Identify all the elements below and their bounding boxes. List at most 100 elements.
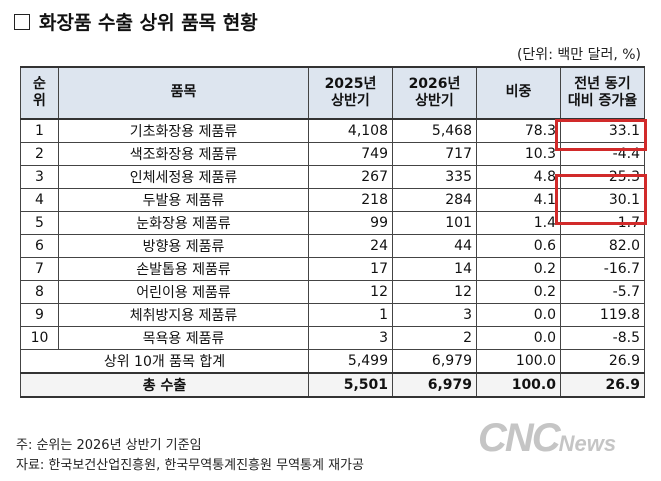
growth-cell: 119.8 (560, 303, 645, 327)
subtotal-label: 상위 10개 품목 합계 (20, 349, 309, 374)
share-cell: 0.2 (476, 280, 561, 304)
rank-cell: 2 (20, 142, 59, 166)
total-row: 총 수출 5,501 6,979 100.0 26.9 (20, 372, 645, 398)
growth-cell: 30.1 (560, 188, 645, 212)
watermark-logo: CNCNews (478, 416, 616, 461)
value-2026-cell: 335 (392, 165, 477, 189)
value-2026-cell: 101 (392, 211, 477, 235)
growth-cell: 33.1 (560, 118, 645, 143)
item-cell: 색조화장용 제품류 (58, 142, 309, 166)
rank-cell: 1 (20, 118, 59, 143)
table-row: 6 방향용 제품류 24 44 0.6 82.0 (20, 234, 645, 258)
header-2025-text: 2025년 상반기 (324, 75, 377, 110)
total-share: 100.0 (476, 372, 561, 398)
header-2025: 2025년 상반기 (308, 66, 393, 120)
table-row: 3 인체세정용 제품류 267 335 4.8 25.3 (20, 165, 645, 189)
rank-cell: 3 (20, 165, 59, 189)
item-cell: 손발톱용 제품류 (58, 257, 309, 281)
rank-cell: 7 (20, 257, 59, 281)
value-2026-cell: 44 (392, 234, 477, 258)
footnotes: 주: 순위는 2026년 상반기 기준임 자료: 한국보건산업진흥원, 한국무역… (16, 436, 364, 476)
growth-cell: -8.5 (560, 326, 645, 350)
table-row: 9 체취방지용 제품류 1 3 0.0 119.8 (20, 303, 645, 327)
value-2025-cell: 749 (308, 142, 393, 166)
value-2025-cell: 1 (308, 303, 393, 327)
rank-cell: 5 (20, 211, 59, 235)
highlight-box-row1 (555, 119, 647, 151)
page-title: 화장품 수출 상위 품목 현황 (14, 8, 258, 35)
header-rank: 순 위 (20, 66, 59, 120)
table-row: 7 손발톱용 제품류 17 14 0.2 -16.7 (20, 257, 645, 281)
checkbox-square-icon (14, 13, 30, 30)
header-row: 순 위 품목 2025년 상반기 2026년 상반기 비중 전년 동기 대비 증… (20, 66, 645, 120)
value-2026-cell: 5,468 (392, 118, 477, 143)
rank-cell: 10 (20, 326, 59, 350)
item-cell: 체취방지용 제품류 (58, 303, 309, 327)
growth-cell: 82.0 (560, 234, 645, 258)
rank-cell: 8 (20, 280, 59, 304)
total-growth: 26.9 (560, 372, 645, 398)
growth-cell: -5.7 (560, 280, 645, 304)
header-2026: 2026년 상반기 (392, 66, 477, 120)
table-row: 5 눈화장용 제품류 99 101 1.4 1.7 (20, 211, 645, 235)
table-row: 10 목욕용 제품류 3 2 0.0 -8.5 (20, 326, 645, 350)
header-item: 품목 (58, 66, 309, 120)
value-2025-cell: 218 (308, 188, 393, 212)
value-2025-cell: 3 (308, 326, 393, 350)
subtotal-row: 상위 10개 품목 합계 5,499 6,979 100.0 26.9 (20, 349, 645, 374)
value-2025-cell: 12 (308, 280, 393, 304)
value-2025-cell: 267 (308, 165, 393, 189)
watermark-small: News (558, 431, 617, 456)
item-cell: 방향용 제품류 (58, 234, 309, 258)
share-cell: 0.0 (476, 326, 561, 350)
rank-cell: 9 (20, 303, 59, 327)
subtotal-share: 100.0 (476, 349, 561, 374)
value-2026-cell: 2 (392, 326, 477, 350)
item-cell: 눈화장용 제품류 (58, 211, 309, 235)
header-rank-text: 순 위 (33, 75, 46, 110)
header-share-text: 비중 (505, 84, 532, 101)
value-2025-cell: 4,108 (308, 118, 393, 143)
share-cell: 10.3 (476, 142, 561, 166)
header-2026-text: 2026년 상반기 (408, 75, 461, 110)
table-row: 1 기초화장용 제품류 4,108 5,468 78.3 33.1 (20, 118, 645, 143)
item-cell: 어린이용 제품류 (58, 280, 309, 304)
export-table: 순 위 품목 2025년 상반기 2026년 상반기 비중 전년 동기 대비 증… (20, 66, 645, 398)
share-cell: 1.4 (476, 211, 561, 235)
share-cell: 0.0 (476, 303, 561, 327)
item-cell: 인체세정용 제품류 (58, 165, 309, 189)
unit-label: (단위: 백만 달러, %) (516, 47, 641, 63)
header-growth-text: 전년 동기 대비 증가율 (567, 75, 638, 110)
share-cell: 4.8 (476, 165, 561, 189)
total-label: 총 수출 (20, 372, 309, 398)
rank-cell: 4 (20, 188, 59, 212)
value-2025-cell: 99 (308, 211, 393, 235)
total-2026: 6,979 (392, 372, 477, 398)
highlight-box-row3-4 (555, 174, 647, 225)
value-2026-cell: 3 (392, 303, 477, 327)
header-item-text: 품목 (170, 84, 197, 101)
share-cell: 0.6 (476, 234, 561, 258)
share-cell: 78.3 (476, 118, 561, 143)
value-2025-cell: 24 (308, 234, 393, 258)
watermark-big: CNC (478, 416, 561, 460)
share-cell: 4.1 (476, 188, 561, 212)
item-cell: 목욕용 제품류 (58, 326, 309, 350)
item-cell: 기초화장용 제품류 (58, 118, 309, 143)
header-growth: 전년 동기 대비 증가율 (560, 66, 645, 120)
subtotal-2025: 5,499 (308, 349, 393, 374)
subtotal-growth: 26.9 (560, 349, 645, 374)
note-text: 주: 순위는 2026년 상반기 기준임 (16, 438, 202, 453)
item-cell: 두발용 제품류 (58, 188, 309, 212)
table-row: 4 두발용 제품류 218 284 4.1 30.1 (20, 188, 645, 212)
title-text: 화장품 수출 상위 품목 현황 (39, 12, 258, 34)
total-2025: 5,501 (308, 372, 393, 398)
table-row: 8 어린이용 제품류 12 12 0.2 -5.7 (20, 280, 645, 304)
value-2025-cell: 17 (308, 257, 393, 281)
source-text: 자료: 한국보건산업진흥원, 한국무역통계진흥원 무역통계 재가공 (16, 458, 364, 473)
value-2026-cell: 12 (392, 280, 477, 304)
value-2026-cell: 284 (392, 188, 477, 212)
value-2026-cell: 14 (392, 257, 477, 281)
share-cell: 0.2 (476, 257, 561, 281)
subtotal-2026: 6,979 (392, 349, 477, 374)
